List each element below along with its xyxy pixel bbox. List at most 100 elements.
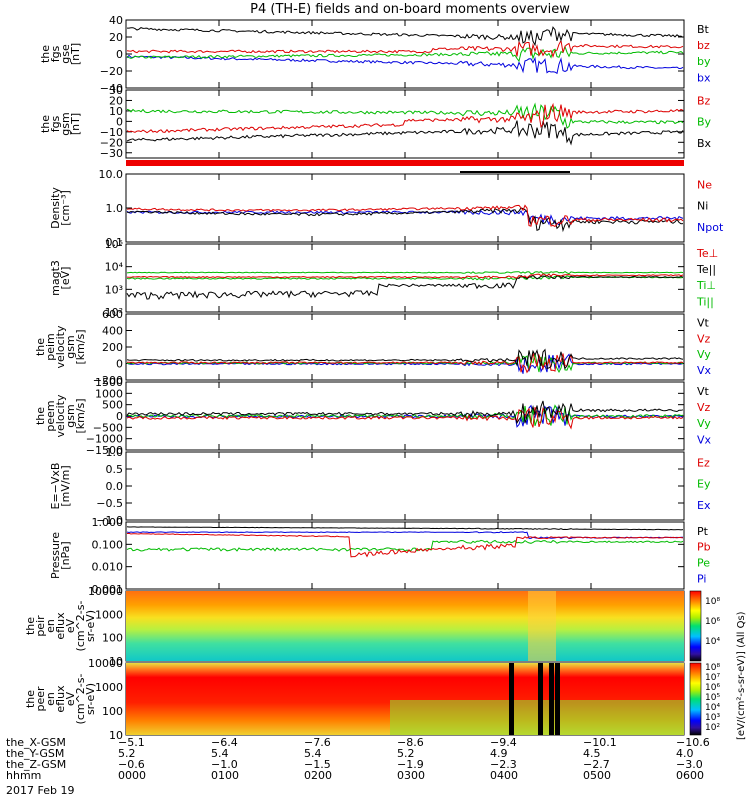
y-tick-label: 10⁵ [105, 238, 123, 251]
y-axis-label: [km/s] [74, 329, 87, 364]
y-axis-label: [nT] [69, 43, 82, 65]
y-axis-label: the [39, 45, 52, 63]
y-axis-label: en [44, 692, 57, 706]
y-axis-label: [cm⁻³] [59, 190, 72, 226]
y-axis-label: peir [34, 615, 47, 637]
quality-flag-bar [126, 160, 684, 166]
legend-entry: Vx [697, 433, 712, 446]
footer-value: 5.2 [118, 747, 136, 760]
colorbar-tick-label: 10⁷ [705, 673, 720, 683]
y-tick-label: 10000 [88, 657, 123, 670]
y-axis-label: velocity [54, 325, 67, 368]
footer-value: 0100 [211, 769, 239, 782]
y-axis-label: the [24, 690, 37, 708]
y-axis-label: the [24, 617, 37, 635]
footer-value: −3.0 [676, 758, 703, 771]
legend-entry: Vy [697, 348, 711, 361]
y-tick-label: 10⁴ [105, 261, 124, 274]
footer-value: −2.7 [583, 758, 610, 771]
series-line-Vx [126, 353, 684, 374]
panel-density: 10.0 1.0 0.1 Density[cm⁻³] Ne Ni Npot [49, 168, 724, 249]
series-line-Vt [126, 400, 684, 425]
footer-value: −1.9 [397, 758, 424, 771]
y-tick-label: 0 [116, 410, 123, 423]
y-tick-label: 1.000 [92, 516, 124, 529]
series-line-Ti|| [126, 275, 684, 281]
footer-value: 5.4 [211, 747, 229, 760]
colorbar-tick-label: 10² [705, 723, 720, 733]
footer-row-label: the_X-GSM [6, 736, 66, 749]
y-axis-label: [eV] [59, 267, 72, 290]
y-axis-label: eflux [54, 612, 67, 640]
y-axis-label: sr-eV) [84, 610, 97, 642]
legend-entry: Pb [697, 541, 711, 554]
colorbar-tick-label: 10⁵ [705, 693, 720, 703]
series-line-By [126, 102, 684, 129]
footer-value: −10.1 [583, 736, 617, 749]
legend-entry: Vz [697, 401, 711, 414]
footer-value: 4.5 [583, 747, 601, 760]
y-axis-label: gse [59, 44, 72, 64]
quality-flag-bar-black [460, 171, 570, 173]
legend-entry: Ti|| [696, 295, 714, 308]
panel-pressure: 1.000 0.100 0.010 0.001 Pressure[nPa] Pt Pb Pe P… [49, 516, 711, 596]
y-tick-label: 0 [116, 358, 123, 371]
series-line-Te⊥ [126, 273, 684, 279]
series-line-Bz [126, 102, 684, 134]
y-axis-label: the [34, 338, 47, 356]
y-tick-label: −40 [100, 82, 123, 95]
series-line-Bx [126, 120, 684, 146]
footer-value: −8.6 [397, 736, 424, 749]
y-tick-label: 10² [105, 306, 123, 319]
footer-value: 5.4 [304, 747, 322, 760]
legend-entry: Vt [697, 317, 710, 330]
y-tick-label: 1.0 [106, 202, 124, 215]
footer-value: −1.5 [304, 758, 331, 771]
y-tick-label: −10 [100, 126, 123, 139]
legend-entry: by [697, 55, 711, 68]
y-tick-label: 200 [102, 341, 123, 354]
legend-entry: By [697, 116, 712, 129]
y-tick-label: 1500 [95, 376, 123, 389]
colorbar-tick-label: 10⁸ [705, 663, 720, 673]
y-tick-label: 20 [109, 94, 123, 107]
y-tick-label: 600 [102, 308, 123, 321]
colorbar-tick-label: 10⁴ [705, 703, 720, 713]
y-tick-label: −500 [93, 421, 123, 434]
legend-entry: Ti⊥ [696, 279, 716, 292]
y-tick-label: 0.100 [92, 538, 124, 551]
y-tick-label: −20 [100, 65, 123, 78]
series-line-by [126, 45, 684, 63]
date-label: 2017 Feb 19 [6, 784, 74, 797]
y-axis-label: (cm^2-s- [74, 674, 87, 725]
panel-frame [125, 451, 685, 521]
y-axis-label: the [39, 115, 52, 133]
legend-entry: Vz [697, 332, 711, 345]
peer-spectrogram-lowband [390, 700, 684, 735]
plot-title: P4 (TH-E) fields and on-board moments ov… [250, 2, 570, 17]
y-tick-label: 10.0 [99, 168, 124, 181]
footer-value: −9.4 [490, 736, 517, 749]
y-tick-label: 1.0 [106, 446, 124, 459]
footer-value: −0.6 [118, 758, 145, 771]
colorbar-title: [eV/(cm²-s-sr-eV)] (All Qs) [736, 611, 747, 740]
peir-spectrogram-band [528, 591, 556, 661]
y-tick-label: −200 [93, 374, 123, 387]
y-axis-label: peim [44, 333, 57, 361]
y-axis-label: eV [64, 618, 77, 633]
panel-frame [125, 313, 685, 381]
footer-value: 0300 [397, 769, 425, 782]
y-axis-label: [nT] [69, 113, 82, 135]
y-axis-label: velocity [54, 394, 67, 437]
legend-entry: Ez [697, 456, 710, 469]
y-tick-label: 0.010 [92, 561, 124, 574]
footer-value: −6.4 [211, 736, 238, 749]
series-line-Ti⊥ [126, 271, 684, 275]
legend-entry: Te|| [696, 263, 716, 276]
y-axis-label: Density [49, 187, 62, 229]
y-axis-label: Pressure [49, 532, 62, 579]
y-axis-label: gsm [64, 335, 77, 358]
legend-entry: Ne [697, 178, 712, 191]
